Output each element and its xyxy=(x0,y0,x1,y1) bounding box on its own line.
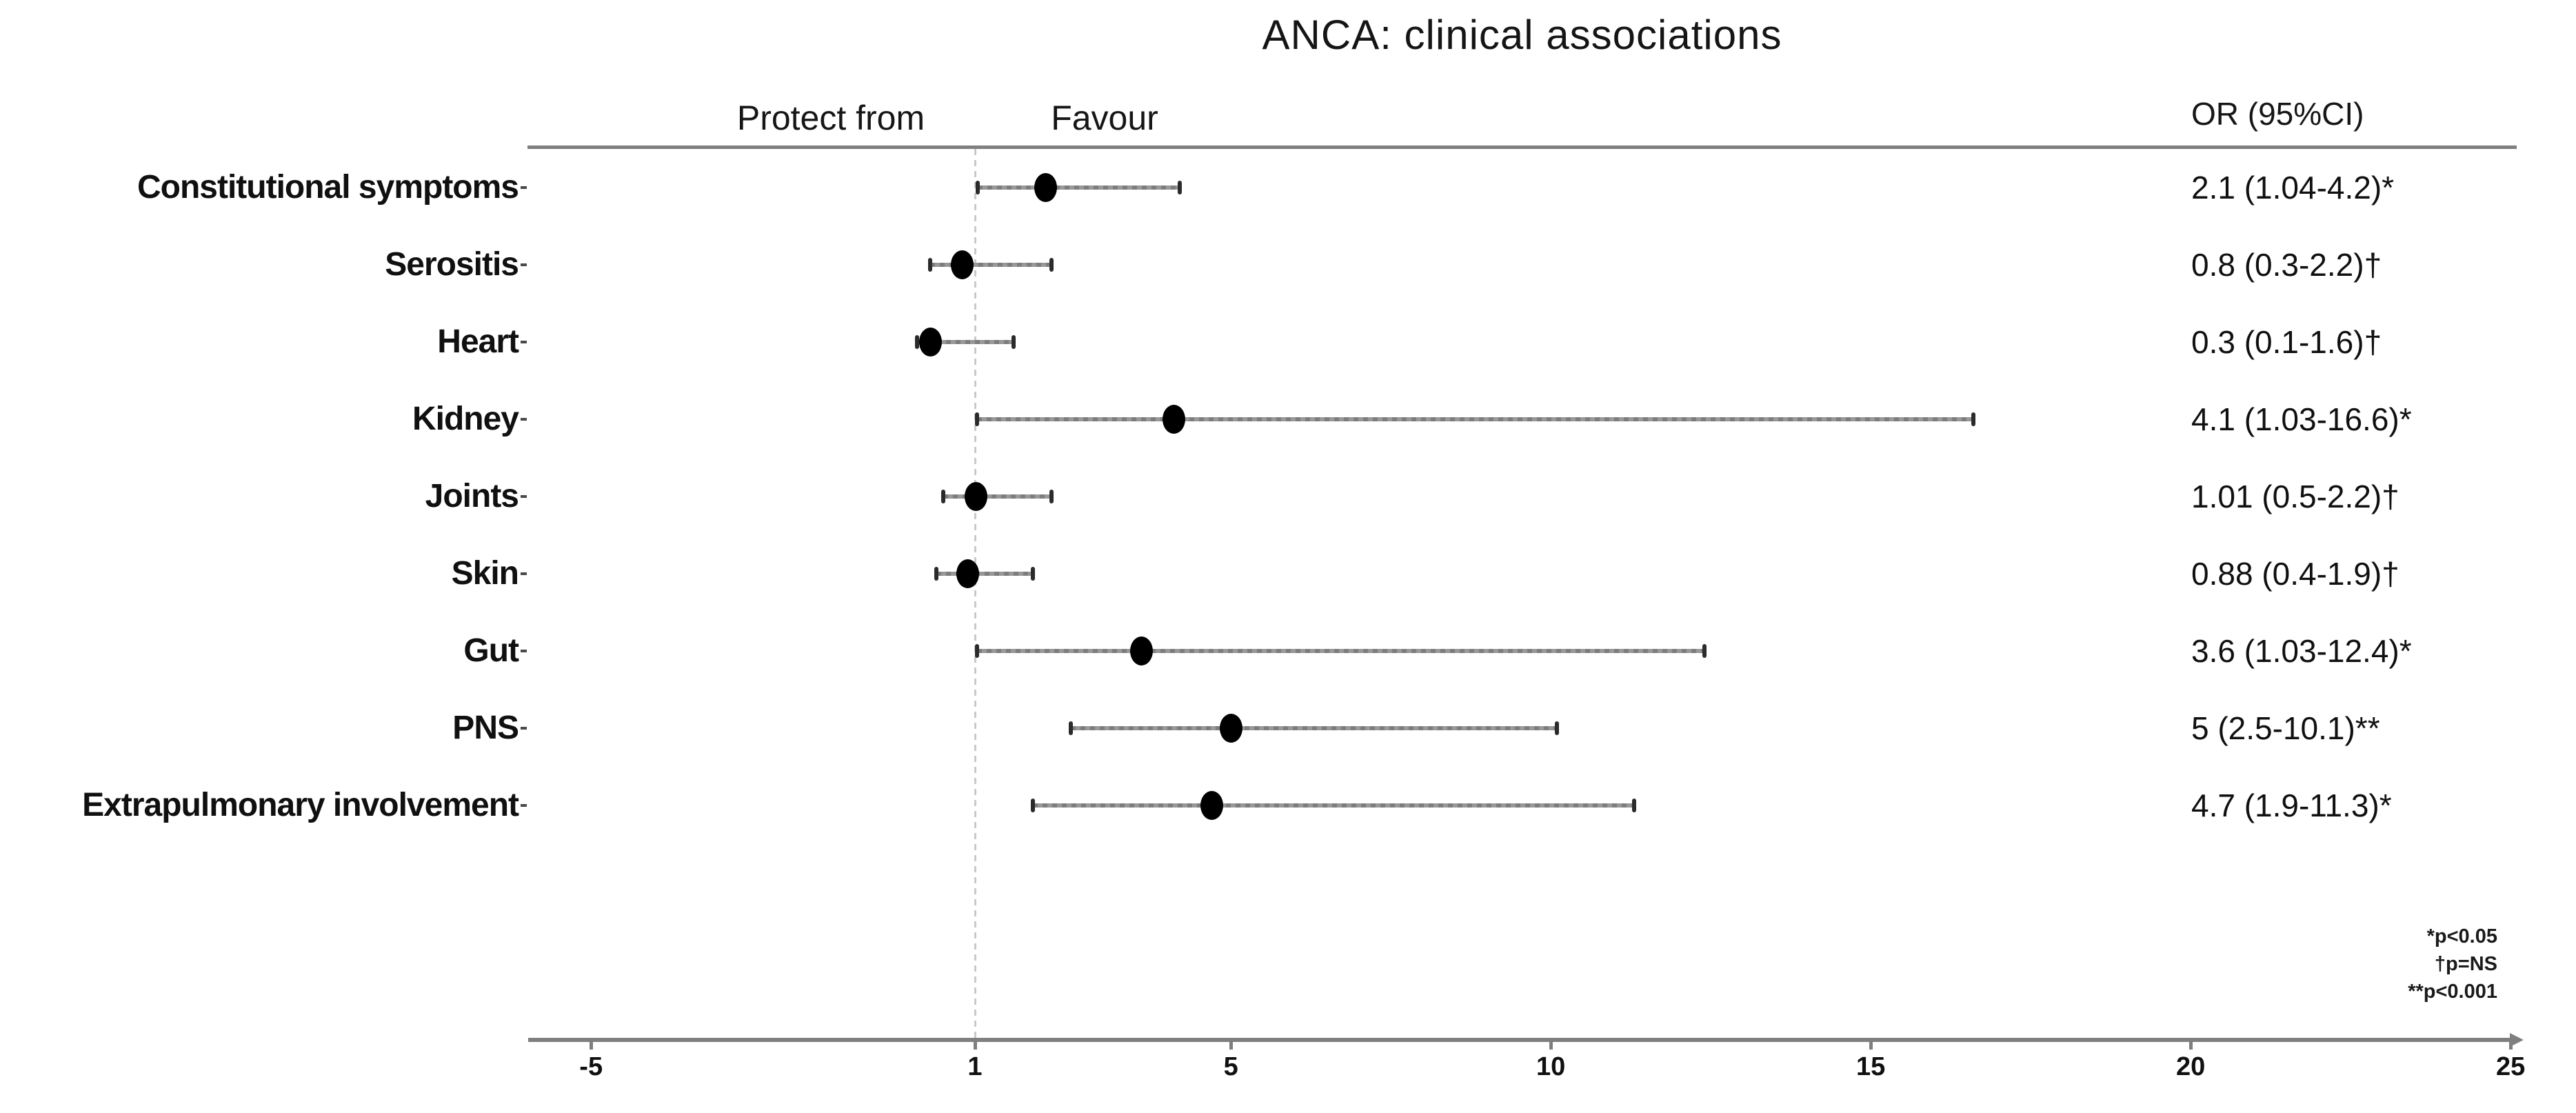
ci-whisker xyxy=(936,572,1033,576)
ci-cap-right xyxy=(1049,490,1054,503)
row-tick xyxy=(521,572,527,575)
ci-cap-right xyxy=(1049,258,1054,272)
row-label: Kidney xyxy=(412,401,519,437)
ci-whisker xyxy=(917,340,1014,344)
x-axis-tick xyxy=(2509,1042,2513,1050)
ci-cap-left xyxy=(974,412,979,426)
x-axis-tick-label: -5 xyxy=(579,1052,603,1081)
x-axis-tick xyxy=(1229,1042,1234,1050)
or-marker xyxy=(1200,791,1224,820)
or-value: 2.1 (1.04-4.2)* xyxy=(2191,170,2395,205)
ci-whisker xyxy=(976,649,1704,653)
or-marker xyxy=(1130,636,1154,665)
ci-whisker xyxy=(1071,726,1558,730)
x-axis-line xyxy=(528,1038,2513,1042)
ci-cap-left xyxy=(1069,721,1074,735)
x-axis-tick-label: 1 xyxy=(967,1052,983,1081)
ci-cap-right xyxy=(1030,567,1035,581)
row-label: Skin xyxy=(451,555,519,592)
or-value: 0.3 (0.1-1.6)† xyxy=(2191,324,2382,360)
row-tick xyxy=(521,495,527,498)
axis-arrowhead-icon xyxy=(2510,1033,2524,1047)
ci-whisker xyxy=(1032,803,1634,808)
row-label: Heart xyxy=(437,323,519,360)
row-tick xyxy=(521,263,527,266)
x-axis-tick xyxy=(974,1042,977,1050)
ci-cap-right xyxy=(1702,644,1707,658)
footnote-line: *p<0.05 xyxy=(2426,925,2497,947)
row-label: Extrapulmonary involvement xyxy=(82,787,519,823)
row-label: Constitutional symptoms xyxy=(137,169,519,205)
x-axis-tick xyxy=(2189,1042,2193,1050)
ci-cap-left xyxy=(974,644,979,658)
ci-cap-left xyxy=(1030,799,1035,812)
or-marker xyxy=(956,559,979,588)
column-header-protect-from: Protect from xyxy=(736,99,925,137)
row-tick xyxy=(521,186,527,189)
ci-cap-right xyxy=(1177,181,1182,194)
ci-whisker xyxy=(930,263,1052,267)
or-marker xyxy=(951,250,974,279)
footnotes: *p<0.05 †p=NS **p<0.001 xyxy=(2408,923,2497,1005)
ci-cap-left xyxy=(934,567,939,581)
or-value: 1.01 (0.5-2.2)† xyxy=(2191,479,2399,514)
column-header-or-ci: OR (95%CI) xyxy=(2191,96,2364,132)
column-header-favour: Favour xyxy=(1051,99,1158,137)
ci-cap-right xyxy=(1011,335,1016,349)
or-value: 0.88 (0.4-1.9)† xyxy=(2191,556,2399,592)
or-marker xyxy=(1220,714,1243,743)
row-tick xyxy=(521,341,527,343)
x-axis-tick-label: 20 xyxy=(2176,1052,2206,1081)
or-value: 4.1 (1.03-16.6)* xyxy=(2191,401,2412,437)
x-axis-tick-label: 10 xyxy=(1536,1052,1566,1081)
or-marker xyxy=(964,482,987,511)
row-tick xyxy=(521,804,527,807)
or-marker xyxy=(919,328,943,357)
reference-line xyxy=(974,149,976,1038)
ci-cap-left xyxy=(975,181,980,194)
ci-cap-right xyxy=(1971,412,1975,426)
header-rule xyxy=(527,146,2517,149)
x-axis-tick-label: 5 xyxy=(1223,1052,1238,1081)
x-axis-tick xyxy=(1549,1042,1553,1050)
or-value: 3.6 (1.03-12.4)* xyxy=(2191,633,2412,669)
ci-cap-left xyxy=(940,490,945,503)
or-value: 0.8 (0.3-2.2)† xyxy=(2191,247,2382,283)
ci-whisker xyxy=(976,417,1973,421)
ci-cap-right xyxy=(1555,721,1560,735)
row-label: PNS xyxy=(452,710,519,746)
row-tick xyxy=(521,650,527,652)
x-axis-tick-label: 15 xyxy=(1856,1052,1886,1081)
row-tick xyxy=(521,727,527,730)
row-label: Gut xyxy=(463,632,519,669)
x-axis-tick xyxy=(590,1042,594,1050)
figure-title: ANCA: clinical associations xyxy=(1262,12,1782,58)
or-value: 4.7 (1.9-11.3)* xyxy=(2191,788,2392,823)
row-label: Joints xyxy=(425,478,519,514)
or-marker xyxy=(1034,173,1058,202)
x-axis-tick-label: 25 xyxy=(2496,1052,2526,1081)
row-tick xyxy=(521,418,527,421)
ci-whisker xyxy=(977,186,1180,190)
row-label: Serositis xyxy=(385,246,519,283)
ci-cap-right xyxy=(1631,799,1636,812)
ci-cap-left xyxy=(928,258,933,272)
footnote-line: †p=NS xyxy=(2434,953,2497,975)
footnote-line: **p<0.001 xyxy=(2408,981,2497,1003)
x-axis-tick xyxy=(1869,1042,1873,1050)
or-marker xyxy=(1162,405,1185,434)
ci-cap-left xyxy=(915,335,920,349)
or-value: 5 (2.5-10.1)** xyxy=(2191,710,2380,746)
ci-whisker xyxy=(943,494,1052,499)
